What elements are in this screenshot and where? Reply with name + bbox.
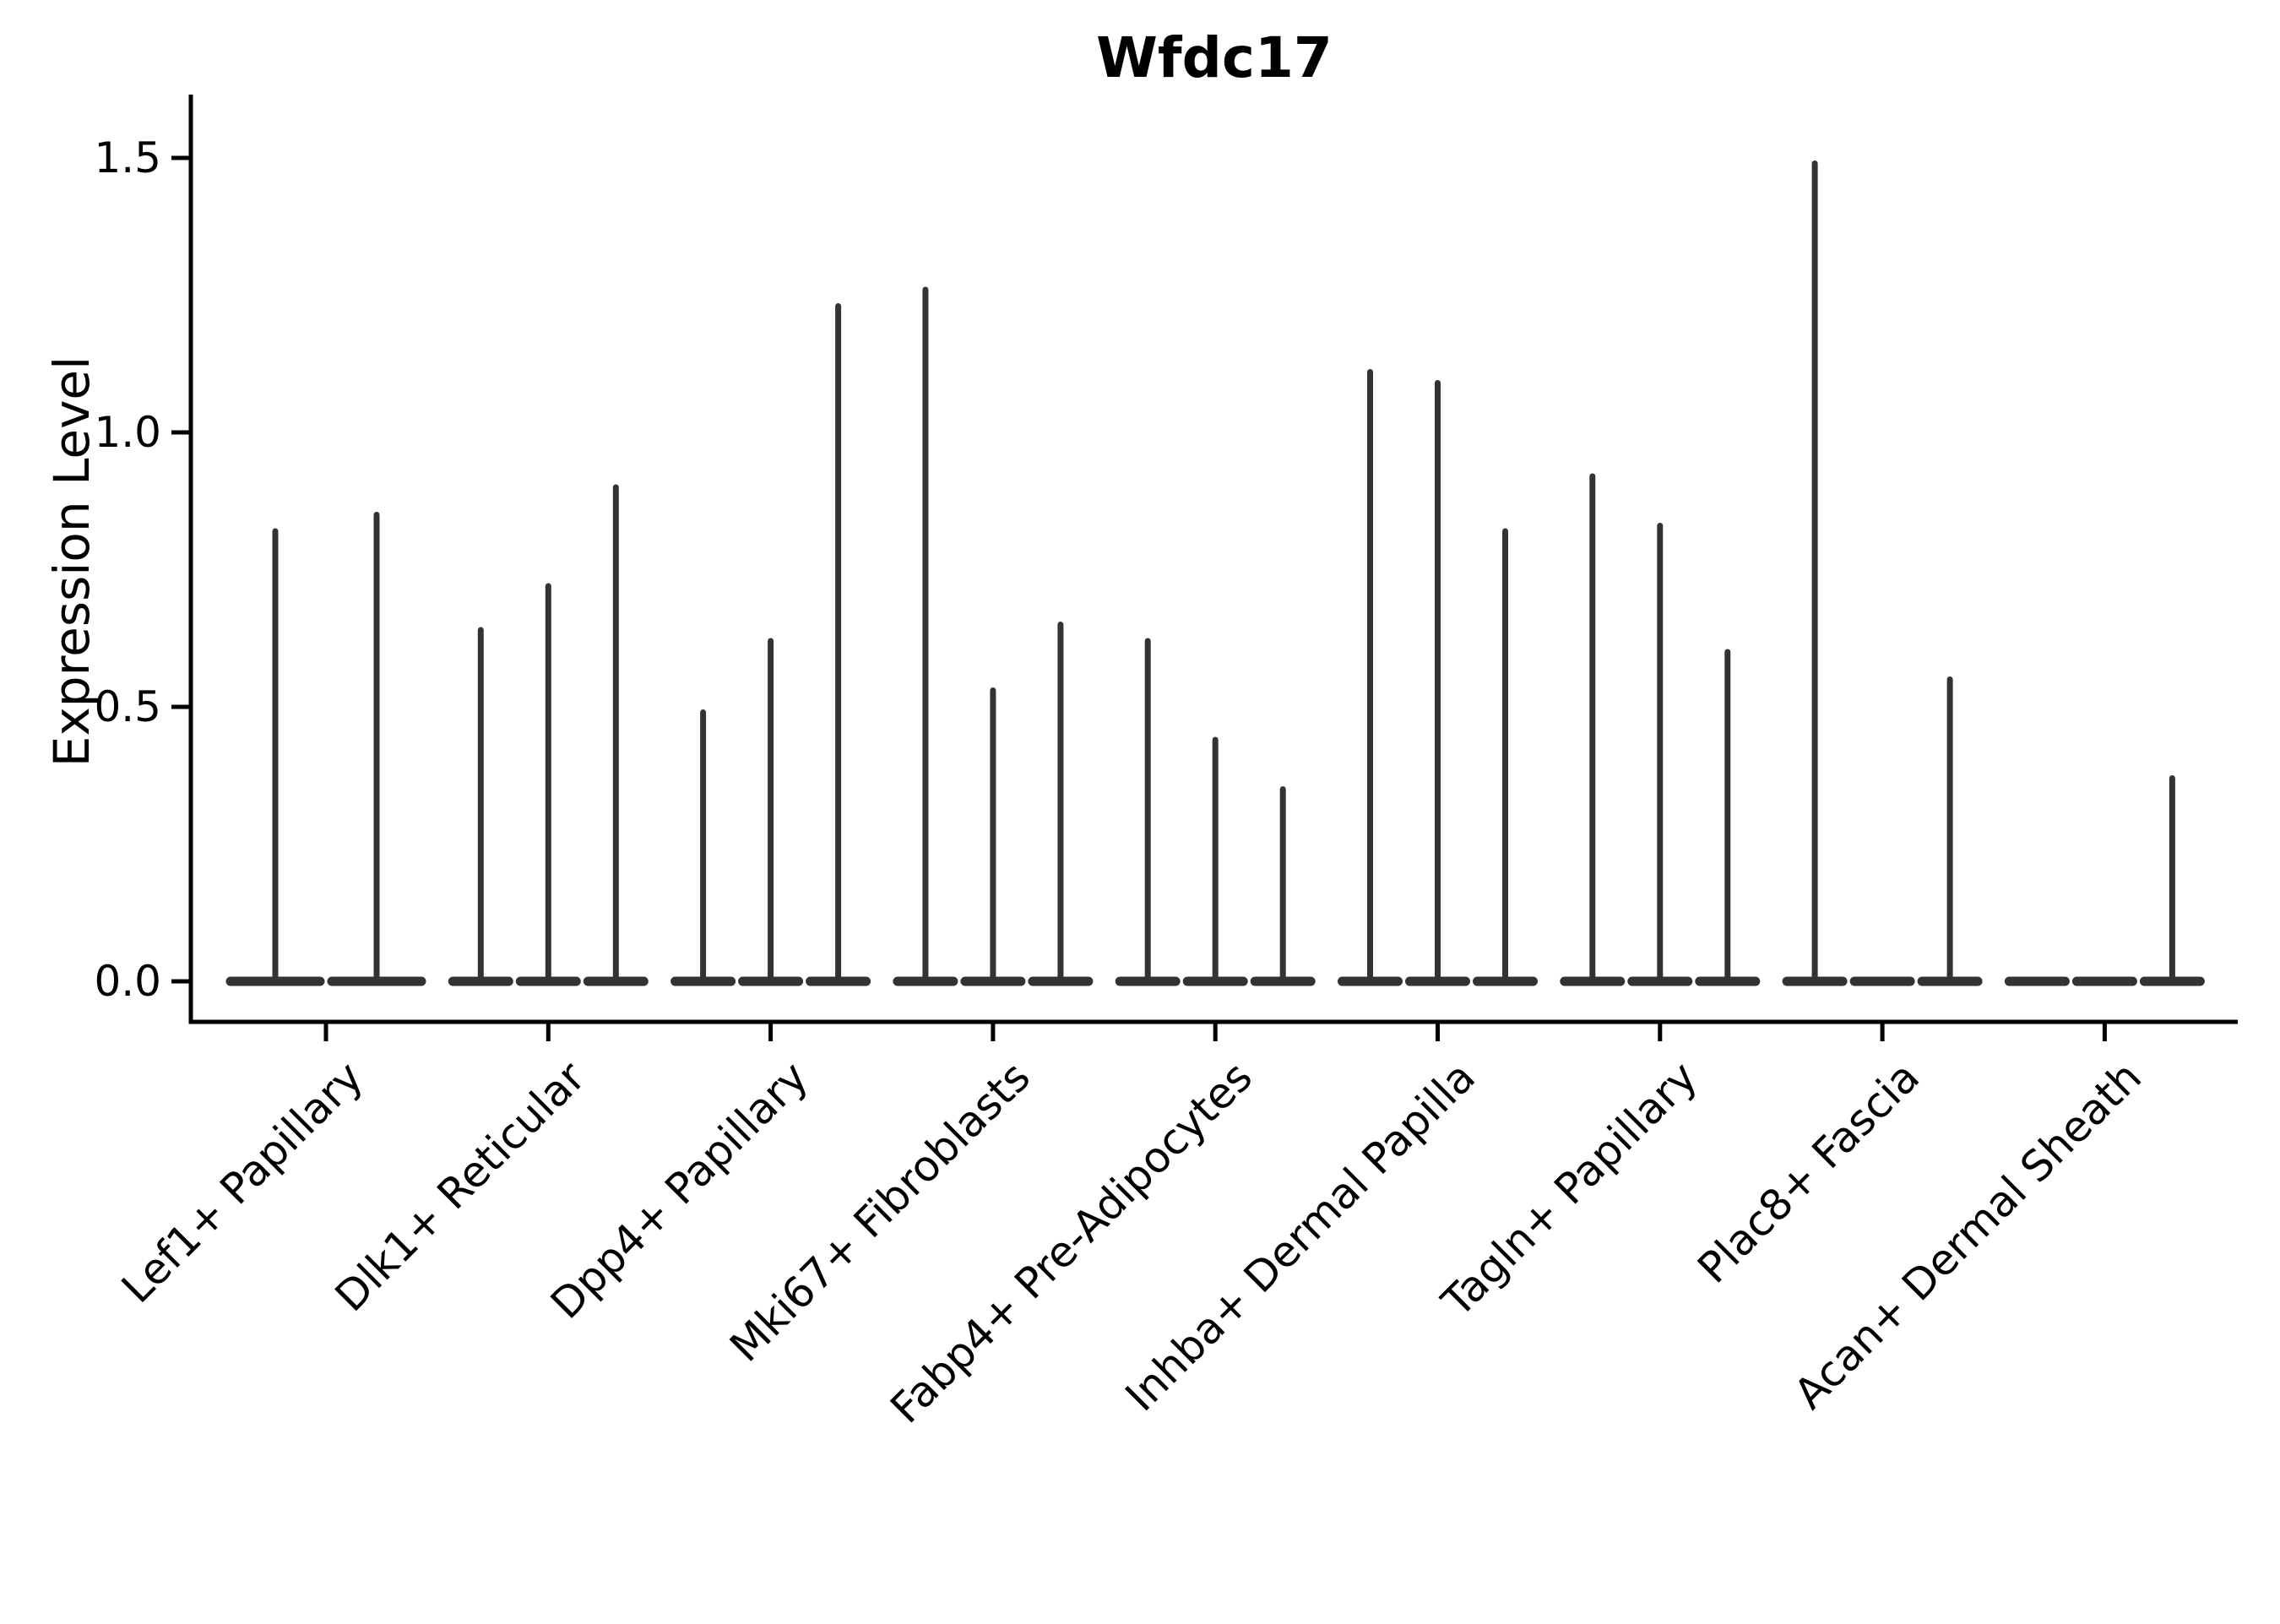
y-tick-label: 1.0 — [94, 408, 161, 457]
violin-plot-page: { "chart_data": { "type": "violin", "tit… — [43, 25, 2238, 1433]
y-tick-label: 0.5 — [94, 682, 161, 731]
chart-title: Wfdc17 — [1096, 25, 1333, 90]
y-axis-label: Expression Level — [43, 356, 100, 768]
violin-figure: Wfdc17 Expression Level 0.0 0.5 1.0 1.5 Lef1… — [43, 25, 2238, 1433]
violin-base — [2004, 976, 2070, 986]
violin-base — [1849, 976, 1915, 986]
y-tick-label: 1.5 — [94, 133, 161, 182]
violin-plot-canvas — [171, 95, 2238, 1041]
violin-base — [2071, 976, 2137, 986]
y-tick-label: 0.0 — [94, 957, 161, 1006]
